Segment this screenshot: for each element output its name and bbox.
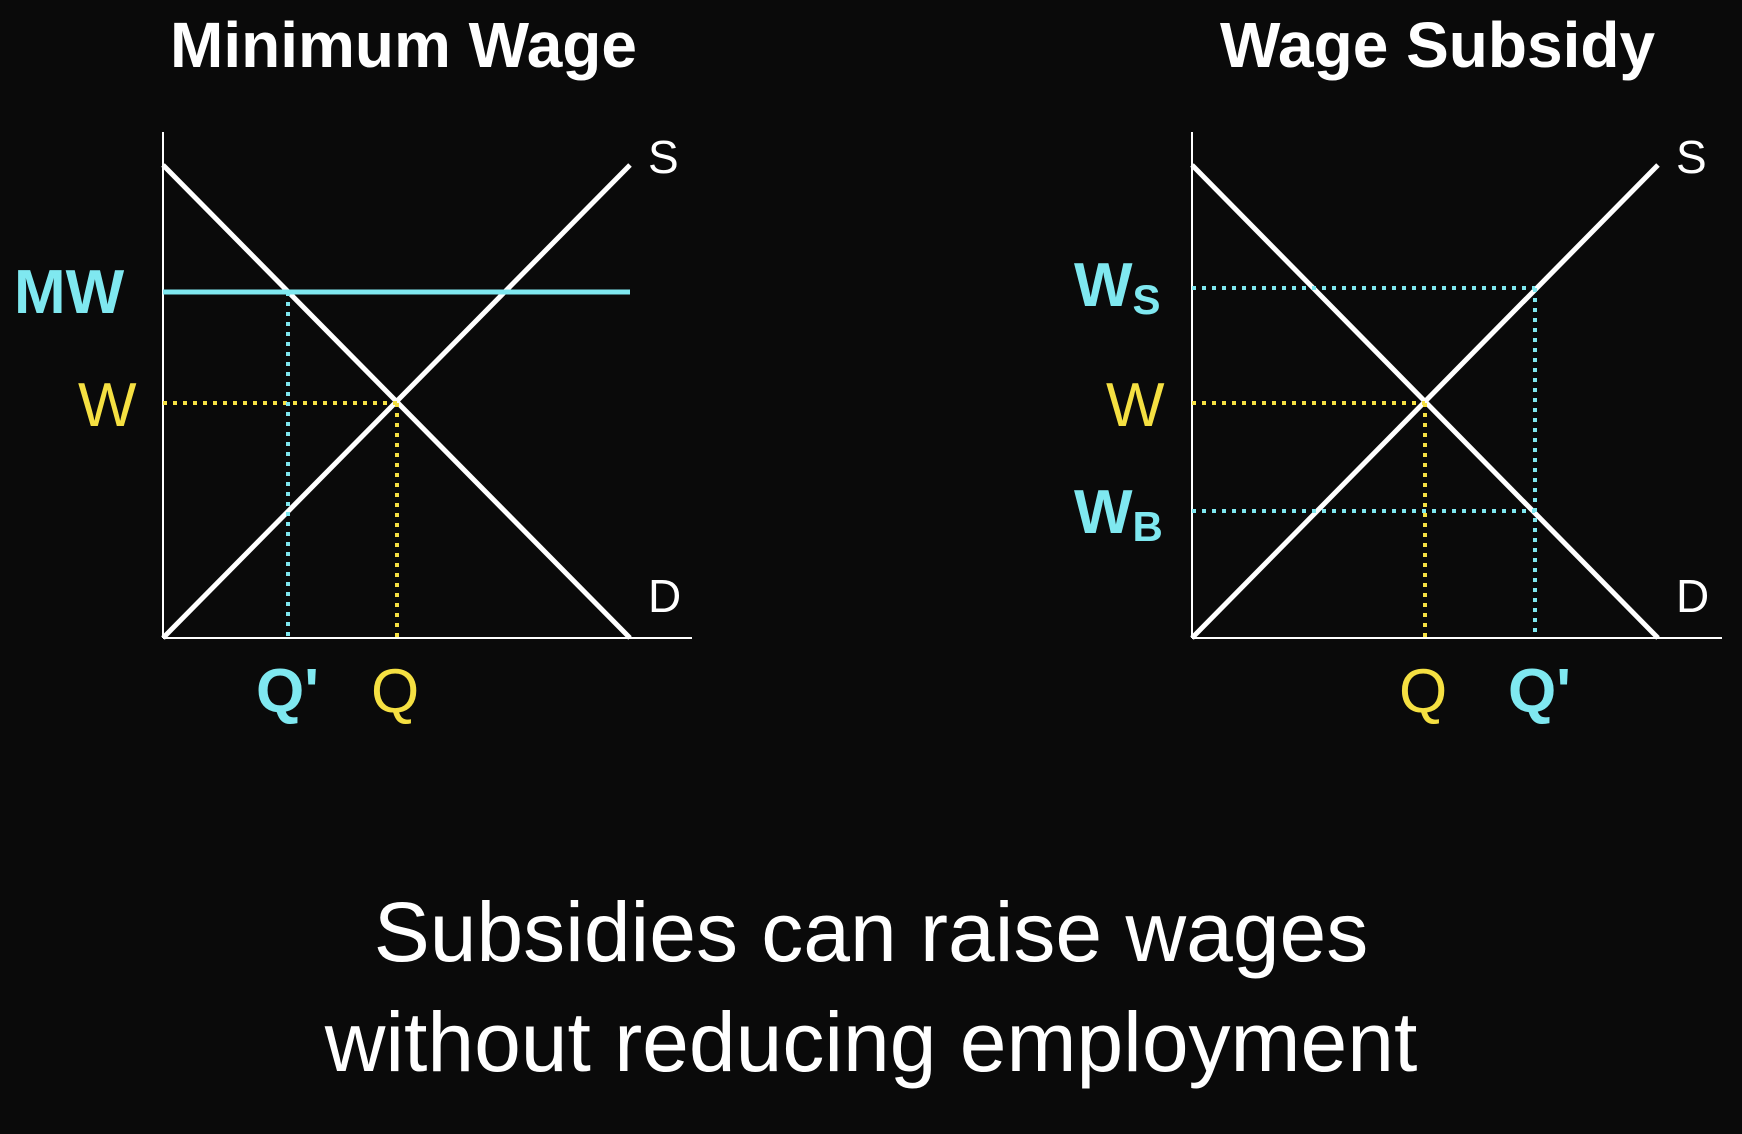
right-equilibrium-wage-label: W — [1106, 371, 1165, 440]
right-equilibrium-quantity-label: Q — [1399, 657, 1447, 726]
left-policy-quantity-label: Q' — [256, 657, 319, 726]
seller-wage-subscript: S — [1133, 276, 1161, 323]
left-demand-label: D — [648, 570, 681, 622]
seller-wage-label: WS — [1074, 251, 1161, 323]
minimum-wage-title: Minimum Wage — [170, 9, 637, 81]
minimum-wage-label: MW — [14, 258, 125, 327]
minimum-wage-panel: S D MW W Q' Q — [14, 131, 692, 726]
right-demand-label: D — [1676, 570, 1709, 622]
buyer-wage-label: WB — [1074, 478, 1163, 550]
seller-wage-letter: W — [1074, 251, 1133, 320]
left-equilibrium-quantity-label: Q — [371, 657, 419, 726]
right-policy-quantity-label: Q' — [1508, 657, 1571, 726]
caption-line-2: without reducing employment — [324, 995, 1418, 1089]
left-equilibrium-wage-label: W — [78, 371, 137, 440]
wage-subsidy-title: Wage Subsidy — [1220, 9, 1656, 81]
wage-subsidy-panel: S D WS W WB Q Q' — [1074, 131, 1722, 726]
caption-line-1: Subsidies can raise wages — [373, 885, 1369, 979]
buyer-wage-subscript: B — [1133, 503, 1163, 550]
left-supply-label: S — [648, 131, 679, 183]
buyer-wage-letter: W — [1074, 478, 1133, 547]
right-supply-label: S — [1676, 131, 1707, 183]
